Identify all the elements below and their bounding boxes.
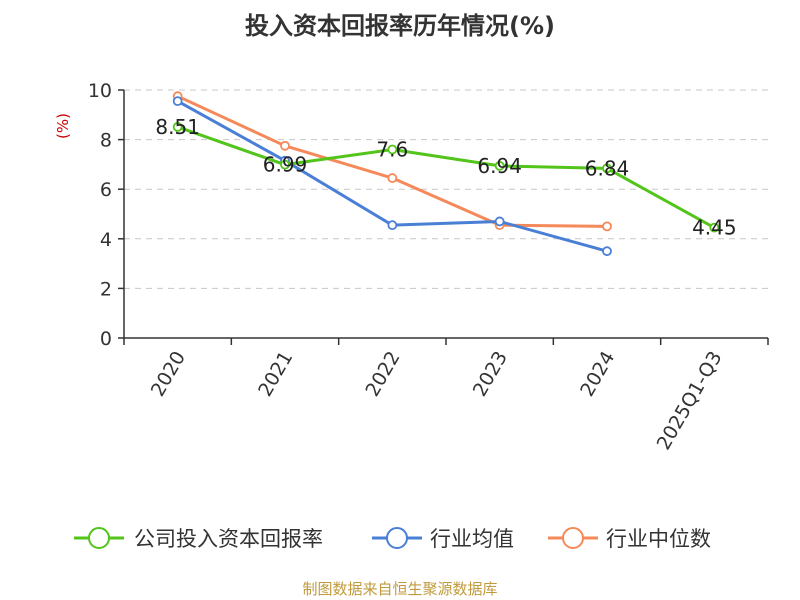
series-2-point-2 [387,173,398,183]
x-tick-label-1: 2021 [254,348,297,401]
legend-marker-0 [88,527,110,549]
legend-marker-1 [386,527,408,549]
y-tick-label-1: 2 [100,278,112,300]
y-tick-label-4: 8 [100,130,112,152]
data-label-4: 6.84 [585,156,630,180]
series-1-point-0 [172,96,183,107]
series-line-0 [176,125,716,230]
series-0-point-4 [602,163,612,174]
legend-marker-2 [562,527,584,549]
grid-layer [124,89,768,289]
y-tick-label-5: 10 [88,80,112,102]
series-0-point-5 [709,222,720,233]
data-label-2: 7.6 [376,138,408,162]
legend-label-2: 行业中位数 [606,527,711,551]
series-1-point-3 [494,216,505,227]
series-2-point-1 [280,140,290,151]
y-tick-label-0: 0 [100,328,112,350]
x-tick-label-3: 2023 [469,347,512,400]
series-0-point-1 [280,159,290,170]
source-note: 制图数据来自恒生聚源数据库 [302,580,497,598]
data-label-5: 4.45 [692,216,737,240]
x-tick-label-5: 2025Q1-Q3 [653,348,727,454]
data-label-1: 6.99 [263,153,308,177]
series-1-point-2 [387,220,398,231]
series-0-point-2 [387,144,398,155]
x-tick-label-4: 2024 [576,348,619,401]
series-1-point-4 [602,246,612,257]
series-0-point-3 [494,160,505,171]
series-0-point-0 [172,122,183,132]
legend-label-0: 公司投入资本回报率 [134,527,323,551]
y-tick-label-3: 6 [100,179,112,201]
y-axis-label: (%) [54,113,72,139]
data-label-layer: 8.51 6.99 7.6 6.94 6.84 4.45 [155,115,736,240]
legend-label-1: 行业均值 [430,527,514,551]
x-tick-label-0: 2020 [147,348,190,401]
y-tick-label-2: 4 [100,229,112,251]
data-label-3: 6.94 [477,154,522,178]
chart-title: 投入资本回报率历年情况(%) [245,12,555,40]
series-layer [172,91,720,257]
series-2-point-4 [602,221,612,232]
legend: 公司投入资本回报率 行业均值 行业中位数 [74,527,711,551]
x-tick-label-2: 2022 [361,348,404,401]
data-label-0: 8.51 [155,115,200,139]
